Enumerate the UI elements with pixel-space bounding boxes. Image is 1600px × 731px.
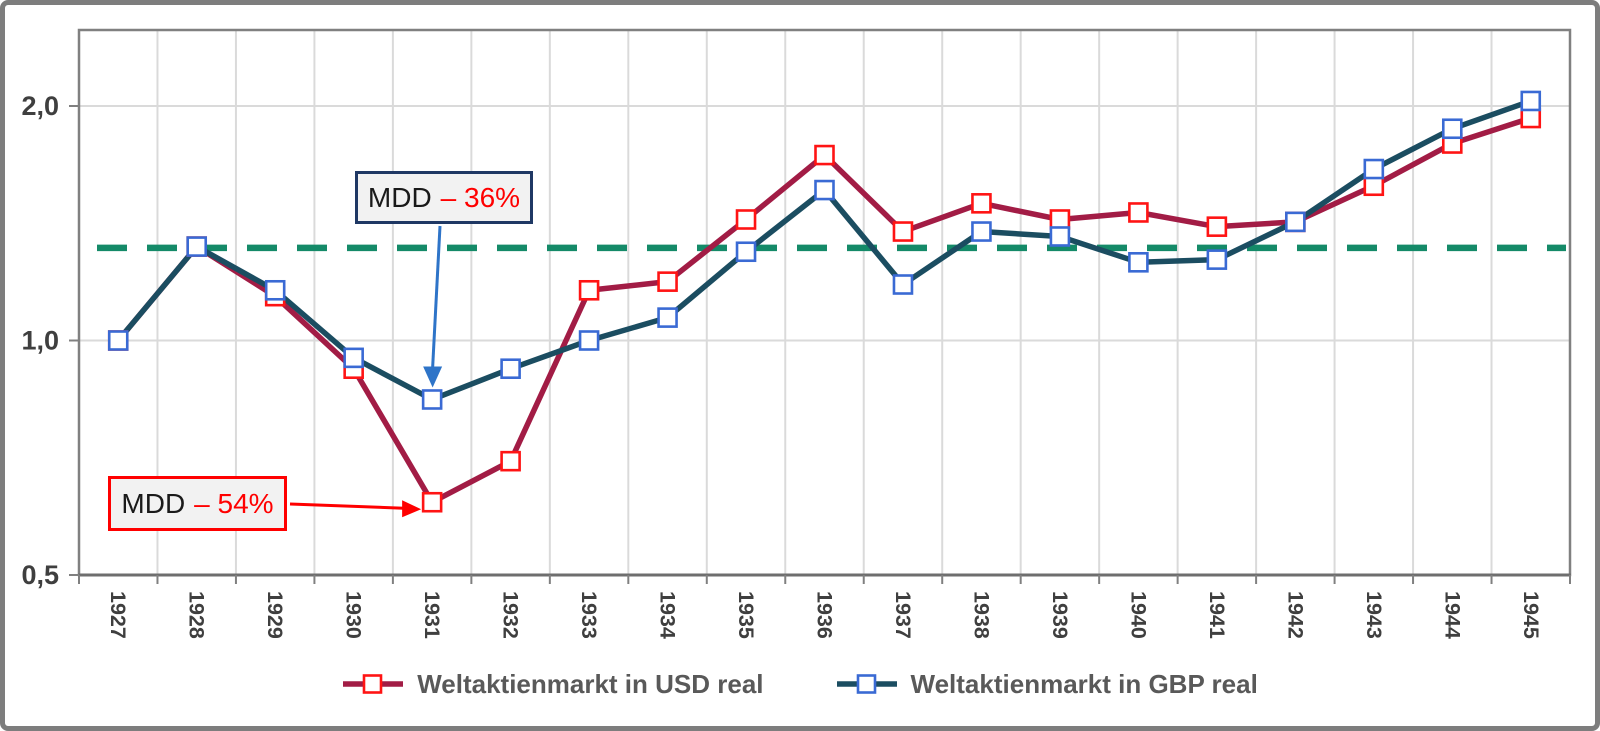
arrow-head-mdd-gbp <box>423 366 443 388</box>
x-axis-label-1935: 1935 <box>734 591 758 639</box>
marker-gbp-1931 <box>421 389 443 410</box>
x-axis-label-1944: 1944 <box>1440 591 1464 639</box>
marker-usd-1940 <box>1128 202 1149 223</box>
marker-gbp-1945 <box>1520 90 1542 112</box>
x-axis-label-1943: 1943 <box>1362 591 1386 639</box>
marker-usd-1941 <box>1206 216 1228 237</box>
marker-gbp-1930 <box>343 347 364 369</box>
x-axis-label-1927: 1927 <box>106 591 130 639</box>
x-axis-label-1931: 1931 <box>420 591 444 639</box>
x-axis-label-1930: 1930 <box>342 591 366 639</box>
x-axis-label-1945: 1945 <box>1519 591 1543 639</box>
y-axis-label: 2,0 <box>21 91 59 121</box>
arrow-head-mdd-usd <box>402 500 422 518</box>
x-axis-label-1932: 1932 <box>499 591 523 639</box>
marker-gbp-1937 <box>892 274 914 295</box>
marker-gbp-1943 <box>1363 158 1385 180</box>
legend-label-gbp: Weltaktienmarkt in GBP real <box>910 668 1258 699</box>
series-line-usd <box>115 115 1534 505</box>
marker-gbp-1939 <box>1049 226 1071 247</box>
x-axis-label-1936: 1936 <box>813 591 837 639</box>
legend-item-gbp: Weltaktienmarkt in GBP real <box>836 669 1258 700</box>
marker-gbp-1933 <box>578 330 600 351</box>
marker-gbp-1929 <box>264 279 286 301</box>
annotation-mdd-gbp-value: – 36% <box>440 181 521 213</box>
x-axis-label-1934: 1934 <box>656 591 680 639</box>
x-axis-label-1940: 1940 <box>1126 591 1150 639</box>
marker-gbp-1928 <box>186 236 208 257</box>
marker-gbp-1938 <box>971 221 992 242</box>
marker-usd-1933 <box>578 279 600 301</box>
marker-gbp-1944 <box>1441 118 1463 140</box>
marker-usd-1931 <box>421 491 443 513</box>
marker-usd-1943 <box>1363 175 1385 197</box>
marker-gbp-1941 <box>1206 249 1228 270</box>
y-axis-label: 0,5 <box>21 560 59 590</box>
legend: Weltaktienmarkt in USD real Weltaktienma… <box>0 663 1600 705</box>
legend-sample-gbp-icon <box>836 674 897 694</box>
legend-marker-usd <box>362 674 383 694</box>
x-axis-label-1941: 1941 <box>1205 591 1229 639</box>
arrow-line-mdd-usd <box>289 502 405 510</box>
marker-gbp-1940 <box>1128 252 1149 273</box>
marker-usd-1938 <box>971 193 992 214</box>
arrow-line-mdd-gbp <box>431 225 442 368</box>
legend-marker-gbp <box>856 674 876 694</box>
marker-usd-1932 <box>500 450 521 472</box>
legend-item-usd: Weltaktienmarkt in USD real <box>342 668 764 700</box>
annotation-mdd-gbp-prefix: MDD <box>367 181 432 213</box>
annotation-mdd-usd: MDD – 54% <box>108 476 287 531</box>
marker-usd-1945 <box>1520 107 1542 129</box>
marker-gbp-1942 <box>1285 211 1306 233</box>
x-axis-label-1933: 1933 <box>577 591 601 639</box>
legend-label-usd: Weltaktienmarkt in USD real <box>417 668 764 699</box>
x-axis-label-1939: 1939 <box>1048 591 1072 639</box>
marker-usd-1936 <box>814 144 835 166</box>
marker-gbp-1936 <box>814 179 835 201</box>
marker-usd-1937 <box>892 221 914 242</box>
marker-gbp-1934 <box>657 307 678 328</box>
annotation-mdd-usd-prefix: MDD <box>121 487 186 519</box>
x-axis-label-1929: 1929 <box>263 591 287 639</box>
annotation-mdd-usd-value: – 54% <box>194 487 274 519</box>
marker-usd-1939 <box>1049 209 1071 230</box>
x-axis-label-1937: 1937 <box>891 591 915 639</box>
marker-gbp-1935 <box>735 241 757 263</box>
marker-gbp-1932 <box>500 358 521 380</box>
marker-gbp-1927 <box>107 330 129 351</box>
marker-usd-1935 <box>735 209 757 230</box>
legend-sample-usd-icon <box>343 674 404 694</box>
marker-usd-1934 <box>657 271 678 292</box>
plot-border <box>77 28 1572 577</box>
x-axis-label-1942: 1942 <box>1283 591 1307 639</box>
y-axis-label: 1,0 <box>21 326 59 356</box>
annotation-mdd-gbp: MDD – 36% <box>355 171 533 224</box>
x-axis-label-1928: 1928 <box>185 591 209 639</box>
x-axis-label-1938: 1938 <box>969 591 993 639</box>
